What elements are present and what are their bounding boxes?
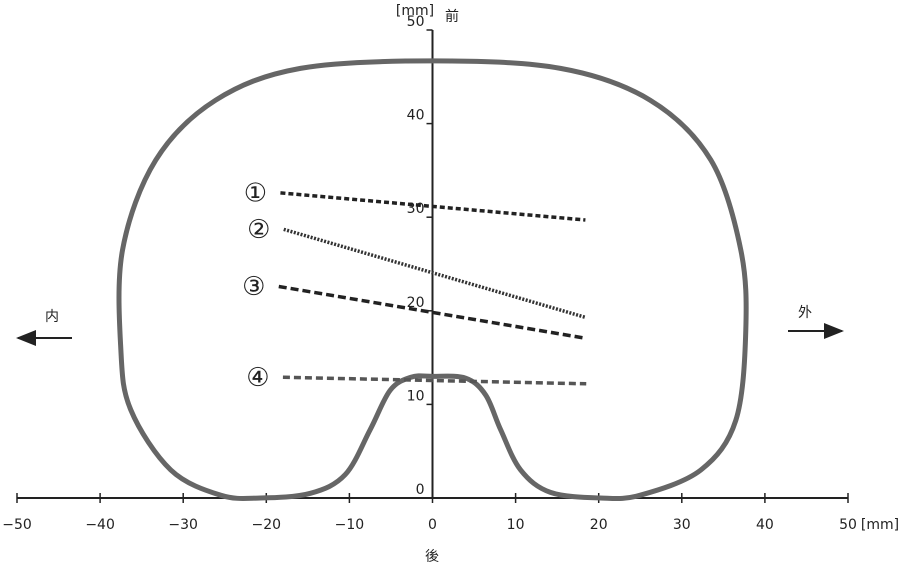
x-tick-label: 50 (839, 517, 857, 533)
y-tick-label: 40 (407, 108, 425, 124)
x-tick-label: −30 (168, 517, 198, 533)
x-tick-label: −50 (2, 517, 32, 533)
outer-label: 外 (798, 305, 812, 321)
y-tick-label: 10 (407, 388, 425, 404)
x-tick-label: −20 (252, 517, 282, 533)
series-line (280, 191, 586, 222)
y-tick-label: 50 (407, 14, 425, 30)
y-unit: [mm] (396, 3, 434, 19)
x-tick-label: 10 (507, 517, 525, 533)
x-unit: [mm] (861, 517, 899, 533)
x-tick-label: 30 (673, 517, 691, 533)
series-line (283, 227, 586, 320)
series-label: ④ (246, 363, 269, 393)
back-label: 後 (425, 549, 439, 565)
series-label: ③ (242, 272, 265, 302)
front-label: 前 (445, 8, 459, 25)
x-tick-label: 40 (756, 517, 774, 533)
series-label: ① (244, 178, 267, 208)
x-tick-label: 0 (428, 517, 437, 533)
x-tick-label: −10 (335, 517, 365, 533)
x-tick-label: −40 (85, 517, 115, 533)
inner-label: 内 (45, 309, 59, 325)
outline (116, 58, 749, 502)
series-label: ② (247, 215, 270, 245)
series-line (282, 375, 587, 386)
series-line (278, 284, 585, 340)
y-tick-label: 0 (416, 482, 425, 498)
x-tick-label: 20 (590, 517, 608, 533)
y-tick-label: 20 (407, 295, 425, 311)
